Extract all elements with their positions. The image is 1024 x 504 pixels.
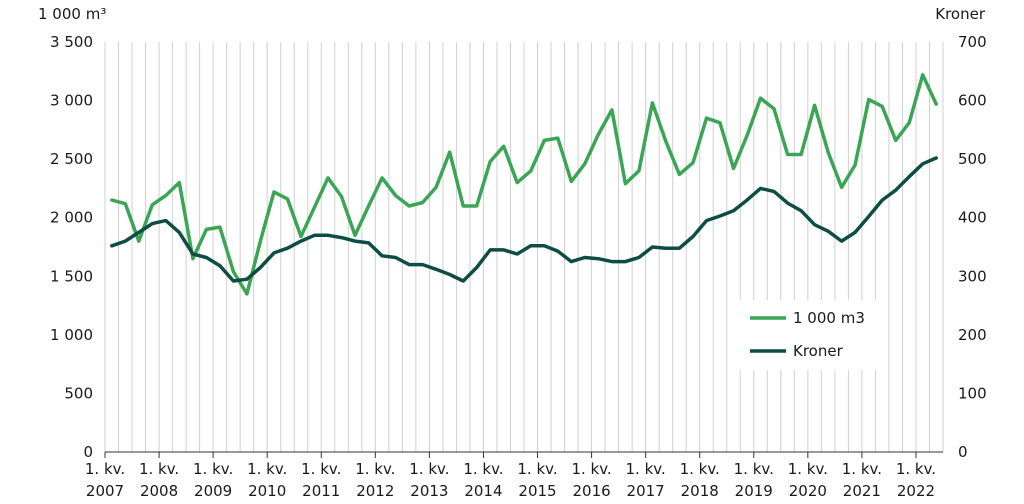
x-tick-label-year: 2011 <box>302 482 340 500</box>
legend-label-kroner: Kroner <box>793 342 844 360</box>
vertical-grid <box>104 42 944 452</box>
x-tick-label-year: 2009 <box>194 482 232 500</box>
series-lines <box>110 73 938 296</box>
x-tick-label-quarter: 1. kv. <box>680 460 720 478</box>
right-y-tick-label: 200 <box>958 326 987 344</box>
left-y-tick-label: 1 500 <box>50 267 93 285</box>
right-y-tick-label: 700 <box>958 33 987 51</box>
right-y-tick-label: 300 <box>958 267 987 285</box>
x-tick-label-quarter: 1. kv. <box>734 460 774 478</box>
x-tick-label-year: 2021 <box>843 482 881 500</box>
legend-label-volume: 1 000 m3 <box>793 309 865 327</box>
left-y-tick-label: 2 000 <box>50 209 93 227</box>
x-tick-label-year: 2012 <box>356 482 394 500</box>
right-y-tick-label: 400 <box>958 209 987 227</box>
x-tick-label-quarter: 1. kv. <box>788 460 828 478</box>
x-tick-label-year: 2016 <box>572 482 610 500</box>
x-axis-ticks: 1. kv. 2007 1. kv. 2008 1. kv. 2009 1. kv. 2010… <box>85 452 936 500</box>
left-y-tick-label: 500 <box>64 384 93 402</box>
series-line-kroner <box>110 156 938 283</box>
left-y-tick-label: 1 000 <box>50 326 93 344</box>
x-tick-label-year: 2007 <box>86 482 124 500</box>
legend-background <box>738 300 878 370</box>
x-tick-label-year: 2020 <box>789 482 827 500</box>
x-tick-label-quarter: 1. kv. <box>409 460 449 478</box>
right-y-tick-label: 600 <box>958 92 987 110</box>
x-tick-label-year: 2017 <box>627 482 665 500</box>
left-y-tick-label: 3 500 <box>50 33 93 51</box>
x-tick-label-quarter: 1. kv. <box>301 460 341 478</box>
left-y-axis: 0 500 1 000 1 500 2 000 2 500 3 000 3 500 <box>50 33 93 461</box>
left-y-tick-label: 3 000 <box>50 92 93 110</box>
x-tick-label-year: 2022 <box>897 482 935 500</box>
left-y-tick-label: 2 500 <box>50 150 93 168</box>
x-tick-label-quarter: 1. kv. <box>139 460 179 478</box>
right-y-tick-label: 100 <box>958 384 987 402</box>
x-tick-label-year: 2010 <box>248 482 286 500</box>
series-line-volume <box>110 73 938 296</box>
x-tick-label-quarter: 1. kv. <box>247 460 287 478</box>
x-tick-label-quarter: 1. kv. <box>896 460 936 478</box>
x-tick-label-quarter: 1. kv. <box>626 460 666 478</box>
right-axis-unit: Kroner <box>935 5 986 23</box>
x-tick-label-quarter: 1. kv. <box>517 460 557 478</box>
x-tick-label-quarter: 1. kv. <box>193 460 233 478</box>
x-tick-label-quarter: 1. kv. <box>842 460 882 478</box>
left-axis-unit: 1 000 m³ <box>38 5 106 23</box>
x-tick-label-year: 2015 <box>518 482 556 500</box>
x-tick-label-year: 2008 <box>140 482 178 500</box>
left-y-tick-label: 0 <box>83 443 93 461</box>
x-tick-label-year: 2013 <box>410 482 448 500</box>
x-tick-label-year: 2014 <box>464 482 502 500</box>
right-y-tick-label: 500 <box>958 150 987 168</box>
x-tick-label-quarter: 1. kv. <box>85 460 125 478</box>
x-tick-label-quarter: 1. kv. <box>355 460 395 478</box>
right-y-axis: 0 100 200 300 400 500 600 700 <box>958 33 987 461</box>
x-tick-label-quarter: 1. kv. <box>571 460 611 478</box>
x-tick-label-year: 2018 <box>681 482 719 500</box>
right-y-tick-label: 0 <box>958 443 968 461</box>
x-tick-label-quarter: 1. kv. <box>463 460 503 478</box>
legend: 1 000 m3 Kroner <box>738 300 878 370</box>
x-tick-label-year: 2019 <box>735 482 773 500</box>
